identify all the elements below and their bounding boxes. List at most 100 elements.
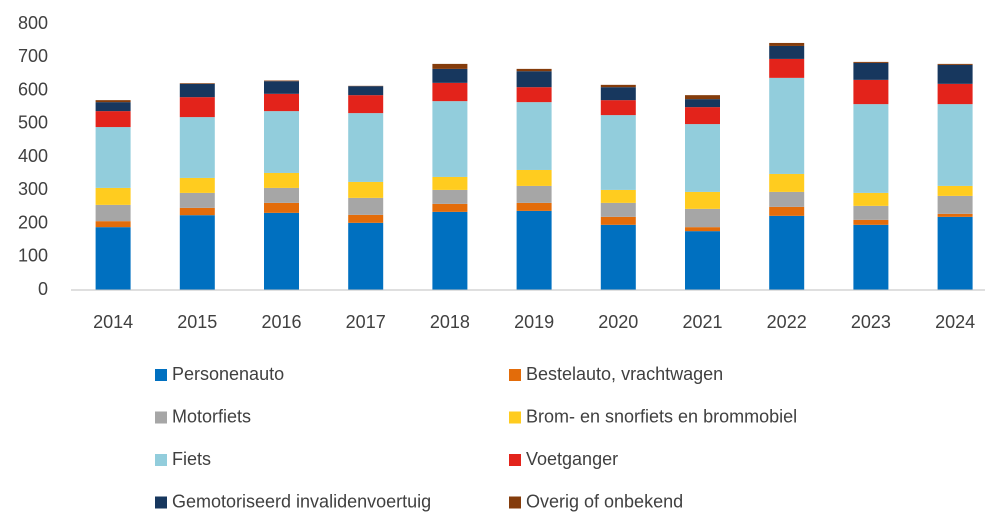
legend-label: Brom- en snorfiets en brommobiel <box>526 406 797 426</box>
bar-segment <box>179 97 215 118</box>
bar-segment <box>264 187 299 203</box>
bar-segment <box>937 213 973 217</box>
bar-segment <box>179 207 215 216</box>
bar-segment <box>348 222 384 290</box>
legend-swatch <box>155 369 167 381</box>
x-tick-label: 2015 <box>177 312 217 332</box>
bar-segment <box>432 211 468 290</box>
bar-segment <box>685 107 720 125</box>
bar-segment <box>853 224 889 290</box>
bar-segment <box>769 215 805 290</box>
legend-swatch <box>155 411 167 424</box>
bar-segment <box>95 227 131 290</box>
bar-segment <box>95 187 131 205</box>
bar-segment <box>95 102 131 112</box>
bar-segment <box>264 172 299 188</box>
bar-segment <box>95 127 131 188</box>
y-tick-label: 100 <box>18 246 48 266</box>
bar-segment <box>264 111 299 173</box>
bar-segment <box>937 83 973 105</box>
bar-segment <box>348 86 384 96</box>
bar-segment <box>516 87 552 103</box>
bar-segment <box>600 189 636 203</box>
x-tick-label: 2017 <box>346 312 386 332</box>
bar-segment <box>348 95 384 114</box>
bar-segment <box>937 63 973 65</box>
bar-segment <box>853 192 889 206</box>
y-tick-label: 700 <box>18 46 48 66</box>
legend-swatch <box>155 496 167 509</box>
bar-segment <box>600 216 636 225</box>
x-tick-label: 2014 <box>93 312 133 332</box>
bar-segment <box>516 71 552 88</box>
x-tick-label: 2019 <box>514 312 554 332</box>
bar-segment <box>179 117 215 178</box>
bar-segment <box>853 79 889 105</box>
bar-segment <box>937 104 973 186</box>
bar-segment <box>179 192 215 208</box>
bar-segment <box>685 231 720 290</box>
bar-segment <box>432 82 468 102</box>
legend-swatch <box>509 496 521 509</box>
bar-segment <box>95 204 131 222</box>
x-tick-label: 2016 <box>261 312 301 332</box>
bar-segment <box>853 61 889 63</box>
x-tick-label: 2018 <box>430 312 470 332</box>
bar-segment <box>600 87 636 101</box>
bar-segment <box>516 185 552 203</box>
y-tick-label: 600 <box>18 79 48 99</box>
bar-segment <box>685 99 720 108</box>
legend-label: Gemotoriseerd invalidenvoertuig <box>172 491 431 511</box>
bar-segment <box>348 197 384 215</box>
bar-segment <box>432 203 468 212</box>
bar-segment <box>264 81 299 94</box>
bar-segment <box>432 176 468 190</box>
bar-segment <box>516 210 552 290</box>
legend-label: Bestelauto, vrachtwagen <box>526 364 723 384</box>
legend-label: Voetganger <box>526 449 618 469</box>
bar-segment <box>264 93 299 112</box>
bar-segment <box>853 219 889 225</box>
bar-segment <box>937 185 973 196</box>
bar-segment <box>600 202 636 217</box>
bar-segment <box>95 111 131 128</box>
bar-segment <box>937 216 973 290</box>
bar-segment <box>95 100 131 103</box>
bar-segment <box>432 189 468 204</box>
bar-segment <box>348 214 384 223</box>
bar-segment <box>95 221 131 228</box>
legend-label: Personenauto <box>172 364 284 384</box>
bar-segment <box>685 95 720 100</box>
bar-segment <box>769 58 805 78</box>
bar-segment <box>600 115 636 190</box>
y-tick-label: 800 <box>18 13 48 33</box>
legend-label: Fiets <box>172 449 211 469</box>
bar-segment <box>432 101 468 177</box>
x-tick-label: 2020 <box>598 312 638 332</box>
y-tick-label: 200 <box>18 212 48 232</box>
bar-segment <box>179 83 215 84</box>
bar-segment <box>432 63 468 69</box>
bar-segment <box>685 208 720 228</box>
bar-segment <box>348 181 384 198</box>
bar-segment <box>600 84 636 88</box>
x-tick-label: 2024 <box>935 312 975 332</box>
bar-segment <box>516 102 552 170</box>
bar-segment <box>769 206 805 216</box>
bar-segment <box>769 77 805 174</box>
legend-label: Overig of onbekend <box>526 491 683 511</box>
y-tick-label: 500 <box>18 113 48 133</box>
legend-label: Motorfiets <box>172 406 251 426</box>
bar-segment <box>685 191 720 209</box>
bar-segment <box>937 64 973 84</box>
bar-segment <box>769 191 805 207</box>
bar-segment <box>264 80 299 82</box>
legend-swatch <box>509 411 521 424</box>
legend-swatch <box>509 454 521 466</box>
bar-segment <box>179 83 215 98</box>
bar-segment <box>853 205 889 220</box>
legend-swatch <box>509 369 521 381</box>
bar-segment <box>685 227 720 232</box>
x-tick-label: 2023 <box>851 312 891 332</box>
